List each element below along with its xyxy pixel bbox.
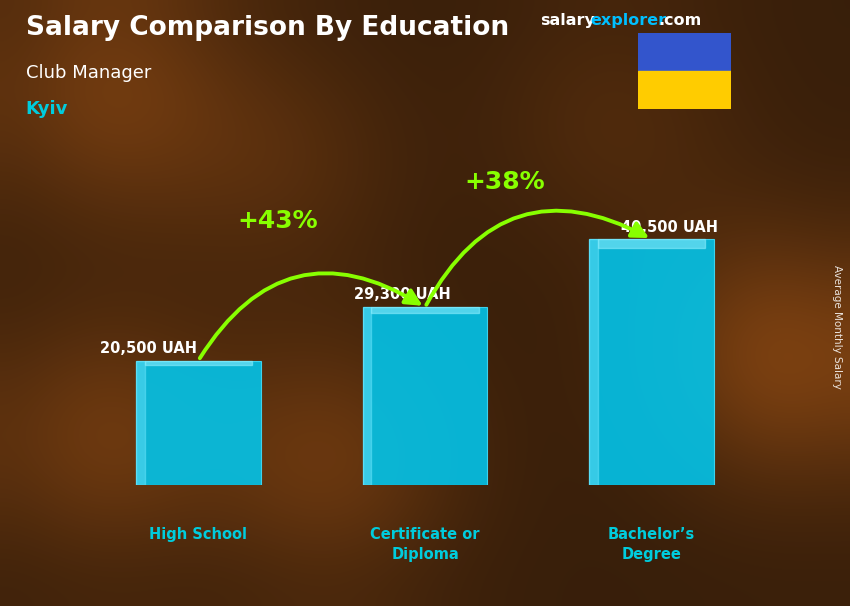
Text: Bachelor’s
Degree: Bachelor’s Degree: [608, 527, 695, 562]
Bar: [371, 307, 479, 313]
Text: Club Manager: Club Manager: [26, 64, 151, 82]
Text: Average Monthly Salary: Average Monthly Salary: [832, 265, 842, 389]
Text: Salary Comparison By Education: Salary Comparison By Education: [26, 15, 508, 41]
Bar: [144, 361, 252, 365]
Text: 29,300 UAH: 29,300 UAH: [354, 287, 450, 302]
Bar: [638, 72, 731, 109]
Bar: [598, 239, 706, 248]
Text: +38%: +38%: [464, 170, 545, 194]
Bar: [638, 33, 731, 72]
Bar: [589, 239, 598, 485]
Text: High School: High School: [150, 527, 247, 542]
Text: 40,500 UAH: 40,500 UAH: [621, 219, 718, 235]
Text: +43%: +43%: [237, 209, 318, 233]
Bar: [363, 307, 371, 485]
Bar: [363, 307, 487, 485]
Bar: [136, 361, 144, 485]
Bar: [136, 361, 261, 485]
Text: 20,500 UAH: 20,500 UAH: [100, 341, 197, 356]
Text: Certificate or
Diploma: Certificate or Diploma: [371, 527, 479, 562]
Text: salary: salary: [540, 13, 595, 28]
Bar: [589, 239, 714, 485]
Text: explorer: explorer: [591, 13, 667, 28]
Text: Kyiv: Kyiv: [26, 100, 68, 118]
Text: .com: .com: [659, 13, 702, 28]
